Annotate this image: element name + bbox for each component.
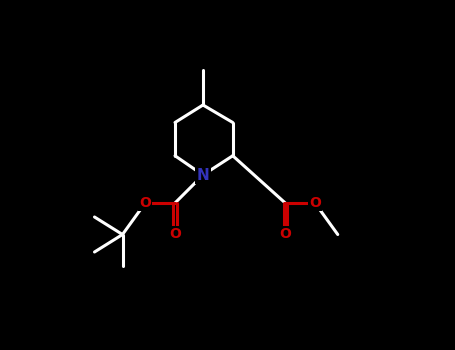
Text: O: O (169, 228, 181, 241)
Text: N: N (197, 168, 209, 182)
Text: O: O (279, 228, 291, 241)
Text: O: O (139, 196, 151, 210)
Text: O: O (309, 196, 321, 210)
